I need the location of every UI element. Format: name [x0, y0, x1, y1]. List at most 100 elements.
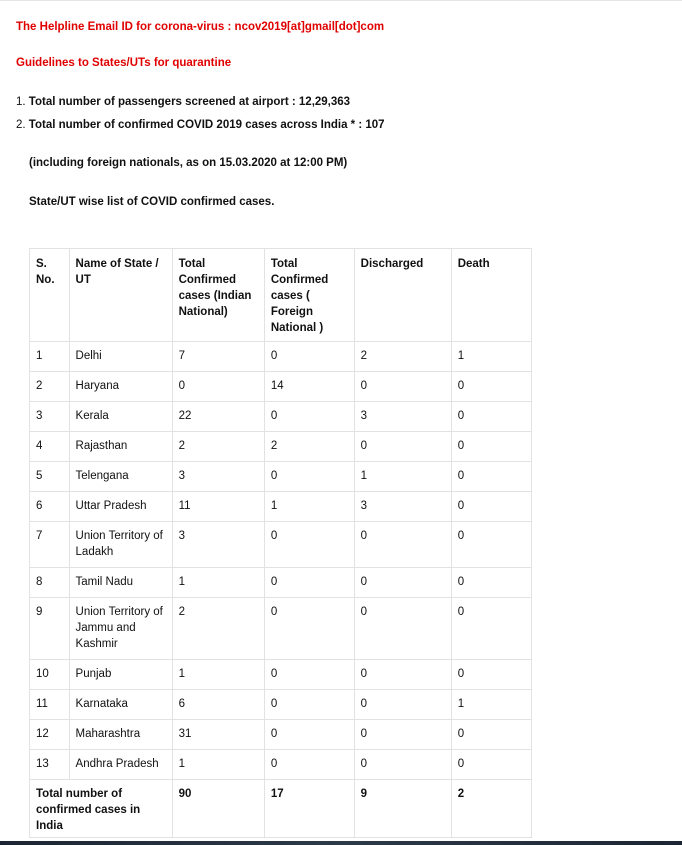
cell-indian-cases: 1: [171, 567, 265, 598]
cell-death: 0: [450, 521, 533, 568]
cell-indian-cases: 2: [171, 431, 265, 462]
cell-indian-cases: 22: [171, 401, 265, 432]
table-row: 12 Maharashtra 31 0 0 0: [29, 719, 533, 750]
table-row: 10 Punjab 1 0 0 0: [29, 659, 533, 690]
cell-discharged: 3: [353, 491, 452, 522]
table-row: 5 Telengana 3 0 1 0: [29, 461, 533, 492]
cell-sno: 6: [29, 491, 70, 522]
cell-discharged: 0: [353, 719, 452, 750]
cell-state-name: Andhra Pradesh: [68, 749, 173, 780]
cell-sno: 11: [29, 689, 70, 720]
cell-sno: 7: [29, 521, 70, 568]
header-discharged: Discharged: [353, 248, 452, 342]
bottom-edge-bar: [0, 841, 682, 845]
cell-indian-cases: 11: [171, 491, 265, 522]
cell-foreign-cases: 0: [263, 719, 355, 750]
total-discharged: 9: [353, 779, 452, 838]
cell-indian-cases: 1: [171, 749, 265, 780]
cell-discharged: 0: [353, 431, 452, 462]
table-row: 8 Tamil Nadu 1 0 0 0: [29, 567, 533, 598]
table-total-row: Total number of confirmed cases in India…: [29, 779, 533, 838]
cell-state-name: Union Territory of Ladakh: [68, 521, 173, 568]
cell-sno: 5: [29, 461, 70, 492]
cell-death: 0: [450, 719, 533, 750]
stats-item-passengers: 1. Total number of passengers screened a…: [16, 95, 385, 118]
header-state-name: Name of State / UT: [68, 248, 173, 342]
cell-sno: 12: [29, 719, 70, 750]
cell-discharged: 1: [353, 461, 452, 492]
covid-cases-table: S. No. Name of State / UT Total Confirme…: [29, 248, 533, 838]
cell-state-name: Union Territory of Jammu and Kashmir: [68, 597, 173, 660]
cell-death: 0: [450, 659, 533, 690]
cell-discharged: 2: [353, 341, 452, 372]
statewise-title: State/UT wise list of COVID confirmed ca…: [29, 196, 275, 208]
cell-death: 0: [450, 461, 533, 492]
cell-discharged: 0: [353, 749, 452, 780]
cell-sno: 4: [29, 431, 70, 462]
cell-death: 0: [450, 431, 533, 462]
cell-foreign-cases: 0: [263, 567, 355, 598]
cell-indian-cases: 6: [171, 689, 265, 720]
cell-state-name: Maharashtra: [68, 719, 173, 750]
table-row: 13 Andhra Pradesh 1 0 0 0: [29, 749, 533, 780]
cell-state-name: Haryana: [68, 371, 173, 402]
cell-death: 0: [450, 567, 533, 598]
list-number: 1.: [16, 96, 26, 108]
total-foreign-cases: 17: [263, 779, 355, 838]
cell-sno: 9: [29, 597, 70, 660]
helpline-email-link[interactable]: The Helpline Email ID for corona-virus :…: [16, 21, 385, 33]
header-death: Death: [450, 248, 533, 342]
cell-indian-cases: 1: [171, 659, 265, 690]
stats-text: Total number of confirmed COVID 2019 cas…: [28, 119, 385, 131]
cell-discharged: 3: [353, 401, 452, 432]
stats-list: 1. Total number of passengers screened a…: [16, 95, 385, 141]
header-foreign-cases: Total Confirmed cases ( Foreign National…: [263, 248, 355, 342]
total-indian-cases: 90: [171, 779, 265, 838]
cell-foreign-cases: 0: [263, 461, 355, 492]
cell-death: 1: [450, 341, 533, 372]
cell-state-name: Karnataka: [68, 689, 173, 720]
table-row: 2 Haryana 0 14 0 0: [29, 371, 533, 402]
cell-state-name: Rajasthan: [68, 431, 173, 462]
cell-state-name: Delhi: [68, 341, 173, 372]
table-row: 9 Union Territory of Jammu and Kashmir 2…: [29, 597, 533, 660]
cell-indian-cases: 3: [171, 461, 265, 492]
cell-foreign-cases: 0: [263, 659, 355, 690]
cell-discharged: 0: [353, 371, 452, 402]
list-number: 2.: [16, 119, 26, 131]
cell-discharged: 0: [353, 597, 452, 660]
cell-sno: 13: [29, 749, 70, 780]
cell-foreign-cases: 0: [263, 749, 355, 780]
cell-state-name: Uttar Pradesh: [68, 491, 173, 522]
stats-item-confirmed: 2. Total number of confirmed COVID 2019 …: [16, 118, 385, 141]
cell-indian-cases: 7: [171, 341, 265, 372]
cell-indian-cases: 3: [171, 521, 265, 568]
table-row: 1 Delhi 7 0 2 1: [29, 341, 533, 372]
cell-death: 0: [450, 371, 533, 402]
header-sno: S. No.: [29, 248, 70, 342]
cell-death: 0: [450, 401, 533, 432]
total-death: 2: [450, 779, 533, 838]
header-indian-cases: Total Confirmed cases (Indian National): [171, 248, 265, 342]
cell-death: 0: [450, 749, 533, 780]
cell-foreign-cases: 0: [263, 401, 355, 432]
table-row: 4 Rajasthan 2 2 0 0: [29, 431, 533, 462]
cell-foreign-cases: 2: [263, 431, 355, 462]
cell-indian-cases: 31: [171, 719, 265, 750]
cell-sno: 8: [29, 567, 70, 598]
cell-death: 0: [450, 491, 533, 522]
cell-sno: 3: [29, 401, 70, 432]
cell-state-name: Kerala: [68, 401, 173, 432]
table-row: 3 Kerala 22 0 3 0: [29, 401, 533, 432]
total-label: Total number of confirmed cases in India: [29, 779, 173, 838]
cell-foreign-cases: 0: [263, 521, 355, 568]
cell-discharged: 0: [353, 567, 452, 598]
cell-foreign-cases: 0: [263, 689, 355, 720]
cell-state-name: Punjab: [68, 659, 173, 690]
cell-foreign-cases: 0: [263, 341, 355, 372]
quarantine-guidelines-link[interactable]: Guidelines to States/UTs for quarantine: [16, 57, 232, 69]
cell-foreign-cases: 0: [263, 597, 355, 660]
cell-sno: 1: [29, 341, 70, 372]
cell-sno: 2: [29, 371, 70, 402]
